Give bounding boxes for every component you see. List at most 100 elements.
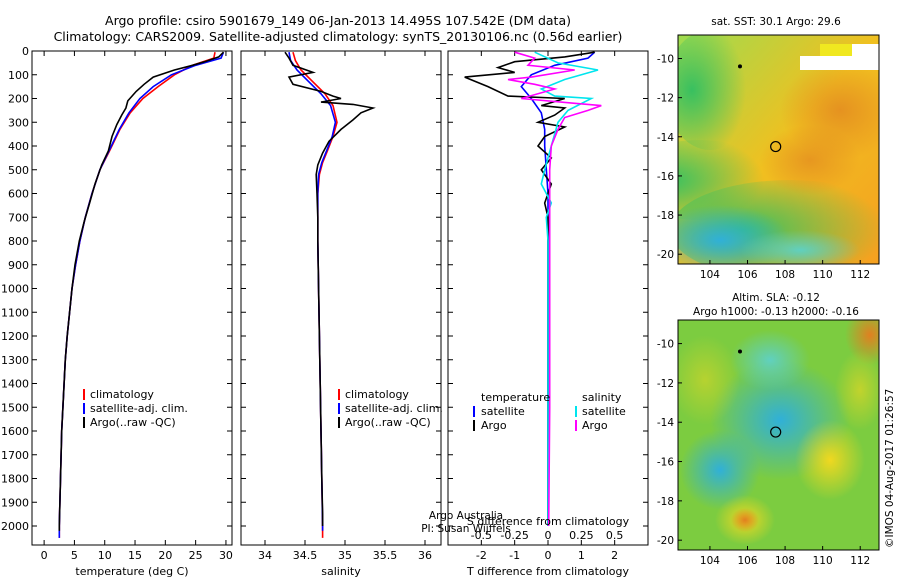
- sst-map-lat-label: -16: [657, 171, 674, 183]
- sla-map-title2: Argo h1000: -0.13 h2000: -0.16: [693, 306, 859, 318]
- pressure-tick-label: 1100: [1, 306, 29, 319]
- temperature-frame: [31, 50, 233, 546]
- s-difference-tick-label: 0: [545, 529, 552, 542]
- sla-map-axes: 104 106 108 110 112 -10 -12 -14 -16 -18 -20: [657, 339, 870, 567]
- pressure-tick-label: 200: [8, 93, 29, 106]
- temperature-xtick-label: 30: [219, 549, 233, 562]
- temperature-series-satellite-adj-clim-: [58, 51, 225, 538]
- pressure-tick-label: 400: [8, 140, 29, 153]
- sla-map-argo-marker: [770, 426, 782, 438]
- s-legend-header: salinity: [582, 391, 622, 404]
- sst-map-lat-label: -14: [657, 132, 674, 144]
- sla-map-lat-label: -16: [657, 457, 674, 469]
- pressure-tick-label: 800: [8, 235, 29, 248]
- temperature-legend-label: Argo(..raw -QC): [90, 416, 176, 429]
- pressure-tick-label: 1600: [1, 425, 29, 438]
- sst-map-argo-marker: [770, 140, 782, 153]
- pressure-tick-label: 1200: [1, 330, 29, 343]
- pressure-tick-label: 0: [22, 45, 29, 58]
- difference-panel: -2 -1 0 1 2 T difference from climatology S di…: [447, 50, 649, 578]
- sla-map-lat-label: -10: [657, 339, 674, 351]
- salinity-series-satellite-adj-clim-: [288, 52, 337, 531]
- sst-map-lat-label: -10: [657, 53, 674, 65]
- temperature-panel: 0 5 10 15 20 25 30 temperature (deg C) 0 100 200 30…: [1, 45, 233, 578]
- s-difference-tick-label: -0.5: [471, 529, 492, 542]
- t-legend-header: temperature: [481, 391, 550, 404]
- difference-tick-label: 1: [578, 549, 585, 562]
- temperature-xtick-label: 20: [158, 549, 172, 562]
- pressure-tick-label: 1400: [1, 378, 29, 391]
- salinity-series-argo-raw-qc-: [284, 51, 376, 526]
- salinity-xtick-label: 36: [418, 549, 432, 562]
- sla-map-island-marker: [737, 349, 742, 354]
- salinity-xtick-label: 35: [338, 549, 352, 562]
- pressure-tick-label: 100: [8, 69, 29, 82]
- difference-tick-label: 0: [545, 549, 552, 562]
- sla-map-lon-label: 112: [850, 555, 870, 567]
- difference-tick-label: 2: [611, 549, 618, 562]
- sla-map-lon-label: 108: [775, 555, 795, 567]
- s-legend-label: Argo: [582, 419, 608, 432]
- salinity-xtick-label: 35.5: [373, 549, 398, 562]
- pressure-tick-label: 1700: [1, 449, 29, 462]
- sla-map-title1: Altim. SLA: -0.12: [732, 292, 820, 304]
- salinity-legend-label: climatology: [345, 388, 409, 401]
- temperature-series-argo-raw-qc-: [58, 51, 225, 531]
- sla-map-lat-label: -20: [657, 535, 674, 547]
- temperature-xtick-label: 0: [41, 549, 48, 562]
- sst-map-lon-label: 108: [775, 269, 795, 281]
- sst-map-island-marker: [737, 64, 742, 69]
- temperature-xtick-label: 10: [98, 549, 112, 562]
- pressure-tick-label: 600: [8, 188, 29, 201]
- sst-map-lat-label: -18: [657, 210, 674, 222]
- temperature-xtick-label: 15: [128, 549, 142, 562]
- s-difference-tick-label: -0.25: [500, 529, 528, 542]
- temperature-series-climatology: [58, 52, 216, 538]
- salinity-legend-label: satellite-adj. clim.: [345, 402, 443, 415]
- s-difference-label: S difference from climatology: [467, 515, 630, 528]
- pressure-tick-label: 1900: [1, 496, 29, 509]
- sla-map-lon-label: 106: [737, 555, 757, 567]
- difference-series-s-satellite: [534, 51, 599, 526]
- pressure-tick-label: 1000: [1, 283, 29, 296]
- salinity-xtick-label: 34: [258, 549, 272, 562]
- pressure-tick-label: 1800: [1, 473, 29, 486]
- pressure-tick-label: 1500: [1, 401, 29, 414]
- temperature-legend-label: satellite-adj. clim.: [90, 402, 188, 415]
- difference-series-t-argo: [464, 51, 595, 526]
- sst-map-lon-label: 110: [813, 269, 833, 281]
- pi-text: PI: Susan Wijffels: [421, 523, 511, 535]
- pressure-tick-label: 700: [8, 211, 29, 224]
- difference-tick-label: -1: [509, 549, 520, 562]
- pressure-tick-label: 1300: [1, 354, 29, 367]
- sla-map-lon-label: 104: [700, 555, 720, 567]
- sla-map-lat-label: -14: [657, 417, 674, 429]
- difference-series-s-argo: [507, 51, 602, 527]
- salinity-series-climatology: [292, 51, 338, 538]
- figure-title-line2: Climatology: CARS2009. Satellite-adjuste…: [54, 29, 623, 44]
- timestamp-text: ©IMOS 04-Aug-2017 01:26:57: [884, 389, 896, 548]
- s-difference-tick-label: 0.25: [569, 529, 594, 542]
- salinity-frame: [240, 50, 442, 546]
- temperature-legend-label: climatology: [90, 388, 154, 401]
- salinity-legend-label: Argo(..raw -QC): [345, 416, 431, 429]
- sst-map-lon-label: 106: [737, 269, 757, 281]
- sst-map-axes: 104 106 108 110 112 -10 -12 -14 -16 -18 -20: [657, 53, 870, 281]
- sst-map-lon-label: 104: [700, 269, 720, 281]
- sst-map-lat-label: -12: [657, 93, 674, 105]
- pressure-tick-label: 900: [8, 259, 29, 272]
- sst-map-title: sat. SST: 30.1 Argo: 29.6: [711, 16, 841, 28]
- sla-map-lat-label: -12: [657, 378, 674, 390]
- salinity-panel: 34 34.5 35 35.5 36 salinity climatologysatelli…: [240, 50, 443, 578]
- t-legend-label: satellite: [481, 405, 525, 418]
- sla-map-lat-label: -18: [657, 496, 674, 508]
- temperature-xtick-label: 5: [71, 549, 78, 562]
- temperature-xtick-label: 25: [189, 549, 203, 562]
- difference-xlabel: T difference from climatology: [466, 565, 629, 578]
- sla-map-lon-label: 110: [813, 555, 833, 567]
- figure-title-line1: Argo profile: csiro 5901679_149 06-Jan-2…: [105, 13, 571, 28]
- s-difference-tick-label: 0.5: [606, 529, 624, 542]
- pressure-tick-label: 2000: [1, 520, 29, 533]
- difference-tick-label: -2: [476, 549, 487, 562]
